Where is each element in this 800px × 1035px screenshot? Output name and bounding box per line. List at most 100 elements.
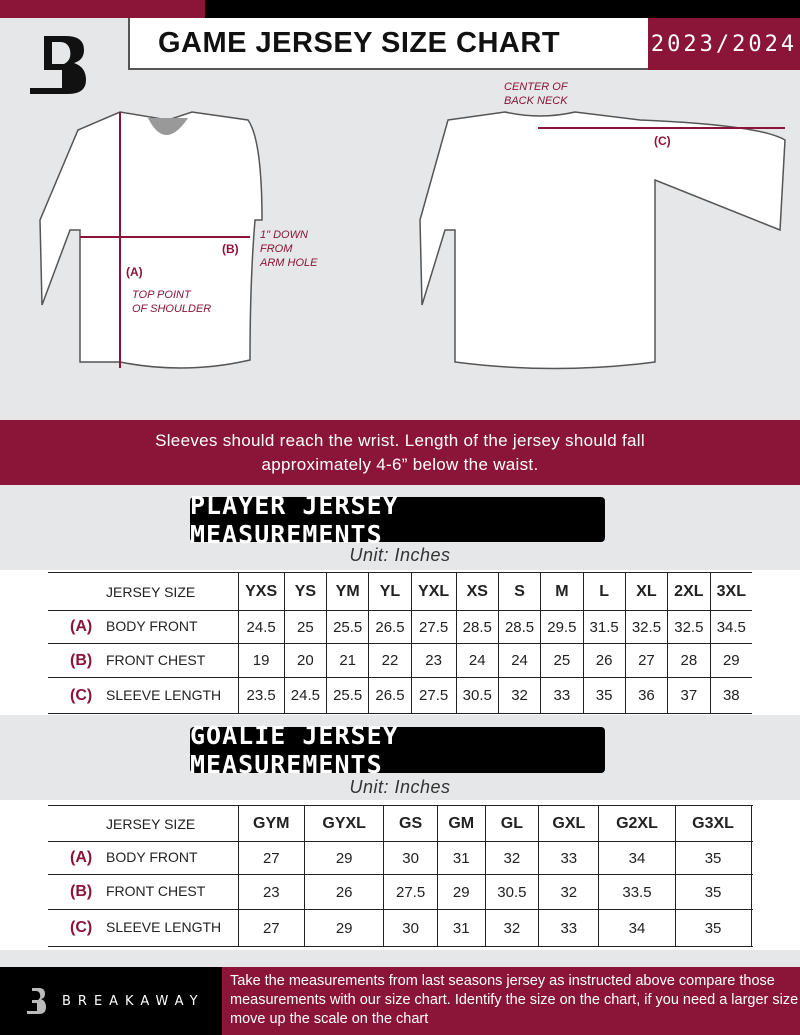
- measure-key: (C): [70, 686, 93, 704]
- size-value: 29.5: [540, 610, 584, 644]
- size-header: XS: [455, 572, 499, 611]
- size-value: 32: [484, 909, 540, 947]
- measure-key: (A): [70, 618, 93, 635]
- row-label: (C) SLEEVE LENGTH: [48, 677, 239, 714]
- size-value: 32: [484, 841, 540, 875]
- size-header: L: [582, 572, 626, 611]
- table-row: (C) SLEEVE LENGTH 23.5 24.5 25.5 26.5 27.5 30.5…: [48, 677, 752, 714]
- top-accent-bar: [0, 0, 205, 18]
- size-value: 22: [368, 643, 412, 678]
- size-value: 31: [436, 841, 486, 875]
- instructions-line-2: approximately 4-6” below the waist.: [261, 455, 539, 474]
- size-header: G3XL: [674, 805, 752, 842]
- size-value: 35: [674, 841, 752, 875]
- goalie-unit: Unit: Inches: [349, 777, 451, 797]
- size-value: 25: [540, 643, 584, 678]
- breakaway-logo-small: [27, 988, 46, 1014]
- goalie-size-table: JERSEY SIZE GYM GYXL GS GM GL GXL G2XL G3XL (A) B…: [48, 805, 752, 947]
- size-value: 26.5: [368, 677, 412, 714]
- size-header: XL: [624, 572, 669, 611]
- size-header: YL: [368, 572, 412, 611]
- measure-key: (A): [70, 849, 93, 866]
- measure-label: FRONT CHEST: [106, 883, 206, 899]
- size-header: G2XL: [598, 805, 676, 842]
- size-value: 32.5: [667, 610, 711, 644]
- size-value: 24.5: [283, 677, 328, 714]
- size-value: 29: [709, 643, 752, 678]
- measure-key: (B): [70, 883, 93, 900]
- size-header: YXL: [410, 572, 457, 611]
- size-value: 28.5: [455, 610, 499, 644]
- brand-name: BREAKAWAY: [62, 993, 205, 1009]
- size-value: 38: [709, 677, 752, 714]
- size-value: 27.5: [410, 610, 457, 644]
- note-back-neck: CENTER OF BACK NECK: [504, 81, 568, 107]
- size-value: 27.5: [410, 677, 457, 714]
- season-badge: 2023/2024: [648, 18, 800, 70]
- size-value: 36: [624, 677, 669, 714]
- row-label: (A) BODY FRONT: [48, 610, 239, 644]
- table-row: (B) FRONT CHEST 23 26 27.5 29 30.5 32 33.5 35: [48, 874, 752, 910]
- size-value: 23: [237, 874, 306, 910]
- size-value: 27.5: [383, 874, 438, 910]
- table-row: (A) BODY FRONT 24.5 25 25.5 26.5 27.5 28.5 28.5 2…: [48, 610, 752, 644]
- size-value: [750, 874, 752, 910]
- table-header-row: JERSEY SIZE YXS YS YM YL YXL XS S M L XL 2XL 3XL: [48, 572, 752, 611]
- measure-label: BODY FRONT: [106, 618, 198, 634]
- size-value: 29: [436, 874, 486, 910]
- size-value: 24: [497, 643, 542, 678]
- size-value: 26: [304, 874, 385, 910]
- measure-label: SLEEVE LENGTH: [106, 686, 222, 703]
- size-value: 24.5: [237, 610, 285, 644]
- size-value: 31: [436, 909, 486, 947]
- row-label: (A) BODY FRONT: [48, 841, 239, 875]
- jersey-size-header: JERSEY SIZE: [48, 572, 239, 611]
- size-value: 37: [667, 677, 711, 714]
- size-header: GM: [436, 805, 486, 842]
- size-header: GYM: [237, 805, 306, 842]
- size-header: M: [540, 572, 584, 611]
- size-value: 27: [624, 643, 669, 678]
- size-value: 28: [667, 643, 711, 678]
- row-label: (C) SLEEVE LENGTH: [48, 909, 239, 947]
- size-value: 19: [237, 643, 285, 678]
- size-value: 31.5: [582, 610, 626, 644]
- table-row: (C) SLEEVE LENGTH 27 29 30 31 32 33 34 35: [48, 909, 752, 947]
- size-value: 30: [383, 841, 438, 875]
- size-value: 27: [237, 909, 306, 947]
- size-value: 24: [455, 643, 499, 678]
- size-value: [750, 909, 752, 947]
- footer-instructions: Take the measurements from last seasons …: [222, 967, 800, 1035]
- player-unit: Unit: Inches: [349, 545, 451, 565]
- size-value: 26.5: [368, 610, 412, 644]
- size-value: 33.5: [598, 874, 676, 910]
- table-row: (A) BODY FRONT 27 29 30 31 32 33 34 35: [48, 841, 752, 875]
- size-header: GYXL: [304, 805, 385, 842]
- size-header: GS: [383, 805, 438, 842]
- size-value: 21: [326, 643, 370, 678]
- goalie-section-title: GOALIE JERSEY MEASUREMENTS: [190, 721, 605, 779]
- size-header: YXS: [237, 572, 285, 611]
- size-value: 23.5: [237, 677, 285, 714]
- marker-c: (C): [654, 134, 671, 148]
- size-value: 34: [598, 841, 676, 875]
- measure-key: (C): [70, 919, 93, 936]
- table-row: (B) FRONT CHEST 19 20 21 22 23 24 24 25 26 27 28 29: [48, 643, 752, 678]
- instructions-line-1: Sleeves should reach the wrist. Length o…: [155, 431, 645, 450]
- measure-label: FRONT CHEST: [106, 651, 206, 668]
- row-label: (B) FRONT CHEST: [48, 874, 239, 910]
- row-label: (B) FRONT CHEST: [48, 643, 239, 678]
- size-value: 25: [283, 610, 328, 644]
- size-value: 29: [304, 909, 385, 947]
- jersey-size-header: JERSEY SIZE: [48, 805, 239, 842]
- size-value: 32: [497, 677, 542, 714]
- size-value: 23: [410, 643, 457, 678]
- table-header-row: JERSEY SIZE GYM GYXL GS GM GL GXL G2XL G3XL: [48, 805, 752, 842]
- page-title: GAME JERSEY SIZE CHART: [128, 18, 648, 70]
- size-value: 35: [674, 909, 752, 947]
- marker-a: (A): [126, 265, 143, 279]
- size-value: 32: [538, 874, 600, 910]
- size-value: 28.5: [497, 610, 542, 644]
- size-value: 20: [283, 643, 328, 678]
- size-value: [750, 841, 752, 875]
